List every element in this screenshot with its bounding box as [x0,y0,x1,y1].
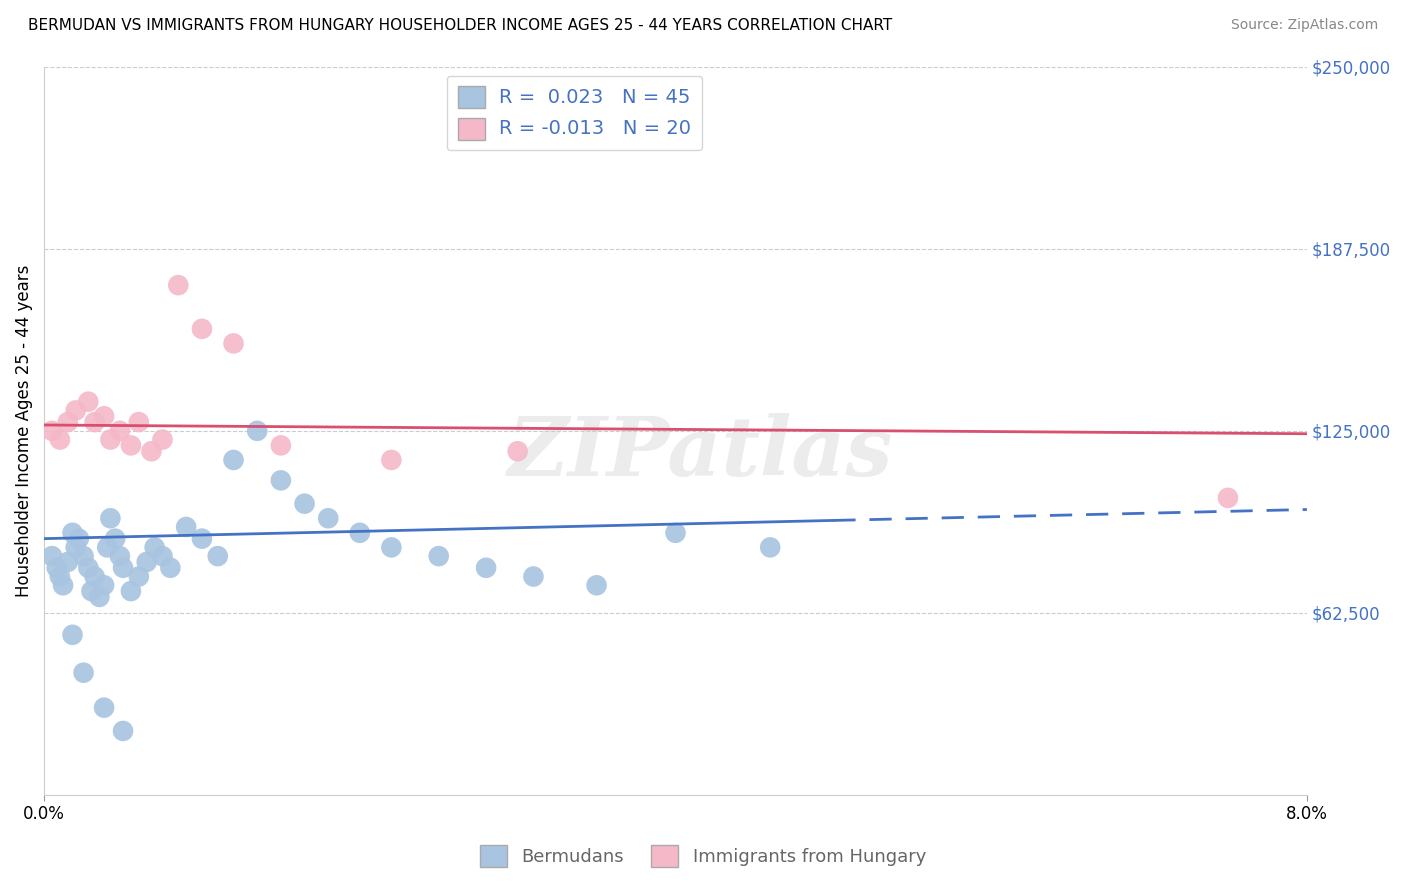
Point [207,549,229,563]
Point [759,541,782,555]
Point [475,561,498,575]
Point [506,444,529,458]
Point [427,549,450,563]
Point [349,525,371,540]
Point [56,555,79,569]
Point [49,569,72,583]
Point [222,336,245,351]
Point [96,541,118,555]
Text: BERMUDAN VS IMMIGRANTS FROM HUNGARY HOUSEHOLDER INCOME AGES 25 - 44 YEARS CORREL: BERMUDAN VS IMMIGRANTS FROM HUNGARY HOUS… [28,18,893,33]
Point [62,628,84,642]
Point [100,511,122,525]
Point [89,590,111,604]
Y-axis label: Householder Income Ages 25 - 44 years: Householder Income Ages 25 - 44 years [15,265,32,597]
Point [128,569,150,583]
Point [585,578,607,592]
Point [522,569,544,583]
Point [93,578,115,592]
Point [77,561,100,575]
Legend: Bermudans, Immigrants from Hungary: Bermudans, Immigrants from Hungary [472,838,934,874]
Point [65,541,87,555]
Point [112,561,135,575]
Point [316,511,339,525]
Point [246,424,269,438]
Point [112,723,135,738]
Point [83,415,105,429]
Point [167,278,190,293]
Point [49,433,72,447]
Point [120,584,142,599]
Point [120,438,142,452]
Point [93,409,115,424]
Point [191,322,214,336]
Point [41,424,63,438]
Point [62,525,84,540]
Point [83,569,105,583]
Point [380,453,402,467]
Point [174,520,197,534]
Point [1216,491,1239,505]
Point [108,549,131,563]
Point [52,578,75,592]
Point [56,415,79,429]
Point [143,541,166,555]
Point [664,525,686,540]
Point [108,424,131,438]
Point [41,549,63,563]
Point [72,549,94,563]
Point [141,444,163,458]
Point [45,561,67,575]
Point [380,541,402,555]
Point [128,415,150,429]
Point [77,394,100,409]
Text: Source: ZipAtlas.com: Source: ZipAtlas.com [1230,18,1378,32]
Point [93,700,115,714]
Point [72,665,94,680]
Point [222,453,245,467]
Point [191,532,214,546]
Point [152,549,174,563]
Text: ZIPatlas: ZIPatlas [508,413,893,492]
Point [65,403,87,417]
Point [135,555,157,569]
Point [67,532,90,546]
Point [159,561,181,575]
Point [270,474,292,488]
Point [100,433,122,447]
Point [294,497,316,511]
Point [152,433,174,447]
Legend: R =  0.023   N = 45, R = -0.013   N = 20: R = 0.023 N = 45, R = -0.013 N = 20 [447,76,702,151]
Point [80,584,103,599]
Point [270,438,292,452]
Point [104,532,127,546]
